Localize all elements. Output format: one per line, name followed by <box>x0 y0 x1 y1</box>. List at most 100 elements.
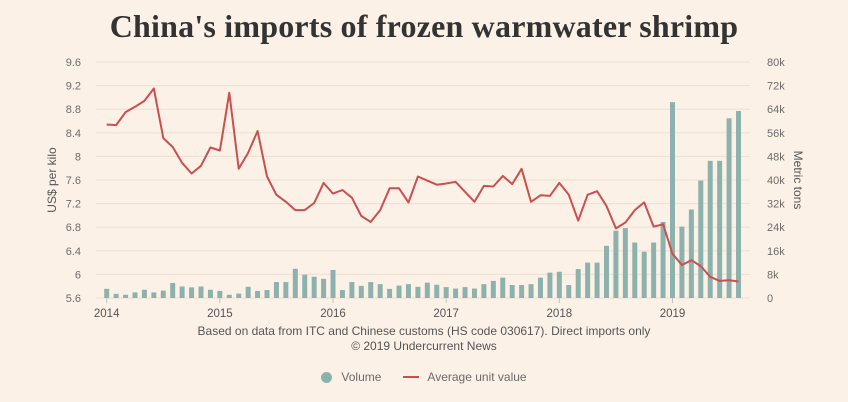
volume-bar <box>603 245 609 298</box>
right-y-tick-label: 48k <box>767 151 785 163</box>
right-y-tick-label: 40k <box>767 175 785 187</box>
volume-bar <box>292 268 298 298</box>
left-y-tick-label: 8.4 <box>66 128 81 140</box>
volume-bar <box>566 285 572 298</box>
volume-bar <box>443 287 449 298</box>
right-y-tick-label: 24k <box>767 222 785 234</box>
left-y-tick-label: 6.4 <box>66 246 81 258</box>
x-tick-label: 2017 <box>433 308 459 320</box>
volume-bar <box>349 282 355 298</box>
gridlines <box>96 61 750 299</box>
volume-bar <box>387 288 393 298</box>
right-y-tick-label: 8k <box>767 269 779 281</box>
volume-bar <box>405 284 411 298</box>
volume-bar <box>594 262 600 298</box>
volume-bar <box>198 286 204 298</box>
volume-bar <box>245 286 251 298</box>
legend-label-volume: Volume <box>341 370 382 384</box>
volume-bar <box>189 287 195 298</box>
volume-bar <box>255 290 261 298</box>
legend-item-average-unit-value[interactable]: Average unit value <box>403 370 527 384</box>
volume-bar <box>632 242 638 298</box>
right-axis-title: Metric tons <box>791 151 805 210</box>
volume-bar <box>462 287 468 298</box>
volume-bar <box>283 282 289 298</box>
volume-bar <box>123 294 129 298</box>
volume-bar <box>151 292 157 298</box>
volume-bar <box>471 288 477 298</box>
volume-bar <box>170 282 176 298</box>
volume-bar <box>613 230 619 298</box>
volume-bar <box>113 293 119 298</box>
volume-bar <box>330 269 336 298</box>
left-y-tick-label: 6.8 <box>66 222 81 234</box>
right-y-tick-label: 56k <box>767 128 785 140</box>
volume-bar <box>528 284 534 298</box>
volume-bar <box>160 290 166 298</box>
x-tick-label: 2018 <box>547 308 573 320</box>
volume-bar <box>688 209 694 298</box>
x-axis: 2014 2015 2016 2017 2018 2019 <box>94 298 685 320</box>
volume-bar <box>679 226 685 298</box>
left-y-tick-label: 9.6 <box>66 57 81 69</box>
volume-bar <box>141 289 147 298</box>
x-tick-label: 2014 <box>94 308 120 320</box>
volume-bar <box>321 278 327 298</box>
volume-bar <box>217 290 223 298</box>
x-tick-label: 2015 <box>207 308 233 320</box>
legend-label-average-unit-value: Average unit value <box>427 370 527 384</box>
volume-bar <box>726 118 732 298</box>
chart-title: China's imports of frozen warmwater shri… <box>109 8 739 44</box>
volume-bar <box>651 242 657 298</box>
volume-bar <box>481 284 487 298</box>
volume-bar <box>547 272 553 298</box>
volume-bar <box>207 289 213 298</box>
volume-bar <box>736 110 742 298</box>
volume-bar <box>453 288 459 298</box>
volume-bar <box>273 282 279 298</box>
right-y-tick-label: 64k <box>767 104 785 116</box>
volume-bar <box>368 282 374 298</box>
volume-bar <box>396 285 402 298</box>
right-y-tick-label: 32k <box>767 199 785 211</box>
left-y-tick-label: 7.6 <box>66 175 81 187</box>
volume-bar <box>434 284 440 298</box>
right-y-tick-label: 72k <box>767 81 785 93</box>
volume-bar <box>424 282 430 298</box>
volume-bar <box>622 228 628 298</box>
volume-bar <box>132 292 138 298</box>
right-y-tick-label: 80k <box>767 57 785 69</box>
volume-bar <box>302 274 308 298</box>
volume-bar <box>670 102 675 299</box>
volume-bar <box>358 285 364 298</box>
volume-bar <box>311 276 317 298</box>
right-y-tick-label: 16k <box>767 246 785 258</box>
volume-bar <box>509 285 515 298</box>
volume-bar <box>717 160 723 298</box>
volume-bar <box>236 293 242 298</box>
volume-bar <box>377 284 383 298</box>
legend-item-volume[interactable]: Volume <box>321 370 381 384</box>
average-unit-value-line <box>106 87 739 283</box>
left-y-tick-label: 8.8 <box>66 104 81 116</box>
volume-bar <box>226 294 232 298</box>
legend-line-icon <box>403 376 420 378</box>
copyright-note: © 2019 Undercurrent News <box>351 339 497 353</box>
average-unit-value-series <box>106 87 739 283</box>
volume-bar <box>537 277 543 298</box>
volume-bar <box>339 290 345 298</box>
volume-bar <box>698 180 704 298</box>
volume-bar <box>585 262 591 298</box>
volume-bar <box>641 251 647 298</box>
volume-bar <box>415 286 421 298</box>
volume-bar <box>500 277 506 298</box>
volume-bar <box>707 160 713 298</box>
volume-bar <box>556 271 562 298</box>
source-note: Based on data from ITC and Chinese custo… <box>197 324 651 338</box>
left-y-tick-label: 5.6 <box>66 293 81 305</box>
left-y-tick-label: 7.2 <box>66 199 81 211</box>
volume-bar <box>575 269 581 298</box>
left-y-tick-label: 8 <box>75 151 81 163</box>
x-tick-label: 2016 <box>320 308 346 320</box>
